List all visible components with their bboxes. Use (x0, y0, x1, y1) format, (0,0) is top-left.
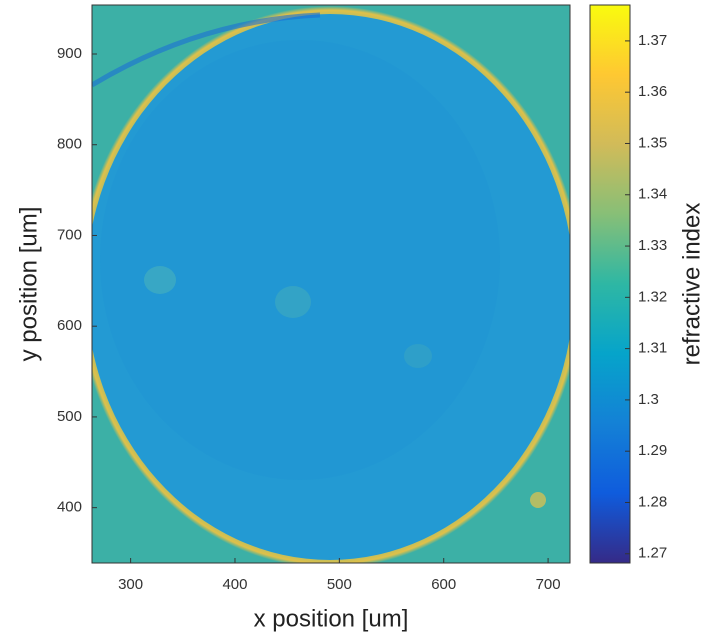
x-tick-label: 700 (536, 576, 561, 593)
colorbar-tick-label: 1.37 (638, 32, 667, 49)
colorbar-tick-label: 1.28 (638, 493, 667, 510)
colorbar-tick-label: 1.33 (638, 237, 667, 254)
colorbar-tick-label: 1.27 (638, 545, 667, 562)
colorbar-tick-label: 1.31 (638, 340, 667, 357)
x-tick-label: 600 (431, 576, 456, 593)
colorbar-tick-label: 1.35 (638, 134, 667, 151)
y-tick-label: 800 (57, 136, 82, 153)
y-tick-label: 400 (57, 499, 82, 516)
colorbar-tick-label: 1.34 (638, 186, 667, 203)
y-tick-label: 600 (57, 317, 82, 334)
plot-frame (91, 4, 571, 564)
y-tick-label: 700 (57, 226, 82, 243)
x-tick-label: 300 (118, 576, 143, 593)
field-image (92, 5, 570, 563)
colorbar (589, 4, 631, 564)
colorbar-tick-label: 1.29 (638, 442, 667, 459)
colorbar-tick-label: 1.32 (638, 288, 667, 305)
x-tick-label: 400 (222, 576, 247, 593)
y-axis-label: y position [um] (15, 207, 42, 362)
x-axis-label: x position [um] (254, 605, 409, 632)
x-tick-label: 500 (327, 576, 352, 593)
y-tick-label: 500 (57, 408, 82, 425)
colorbar-tick-label: 1.36 (638, 83, 667, 100)
y-tick-label: 900 (57, 45, 82, 62)
colorbar-tick-label: 1.3 (638, 391, 659, 408)
colorbar-label: refractive index (678, 203, 705, 366)
